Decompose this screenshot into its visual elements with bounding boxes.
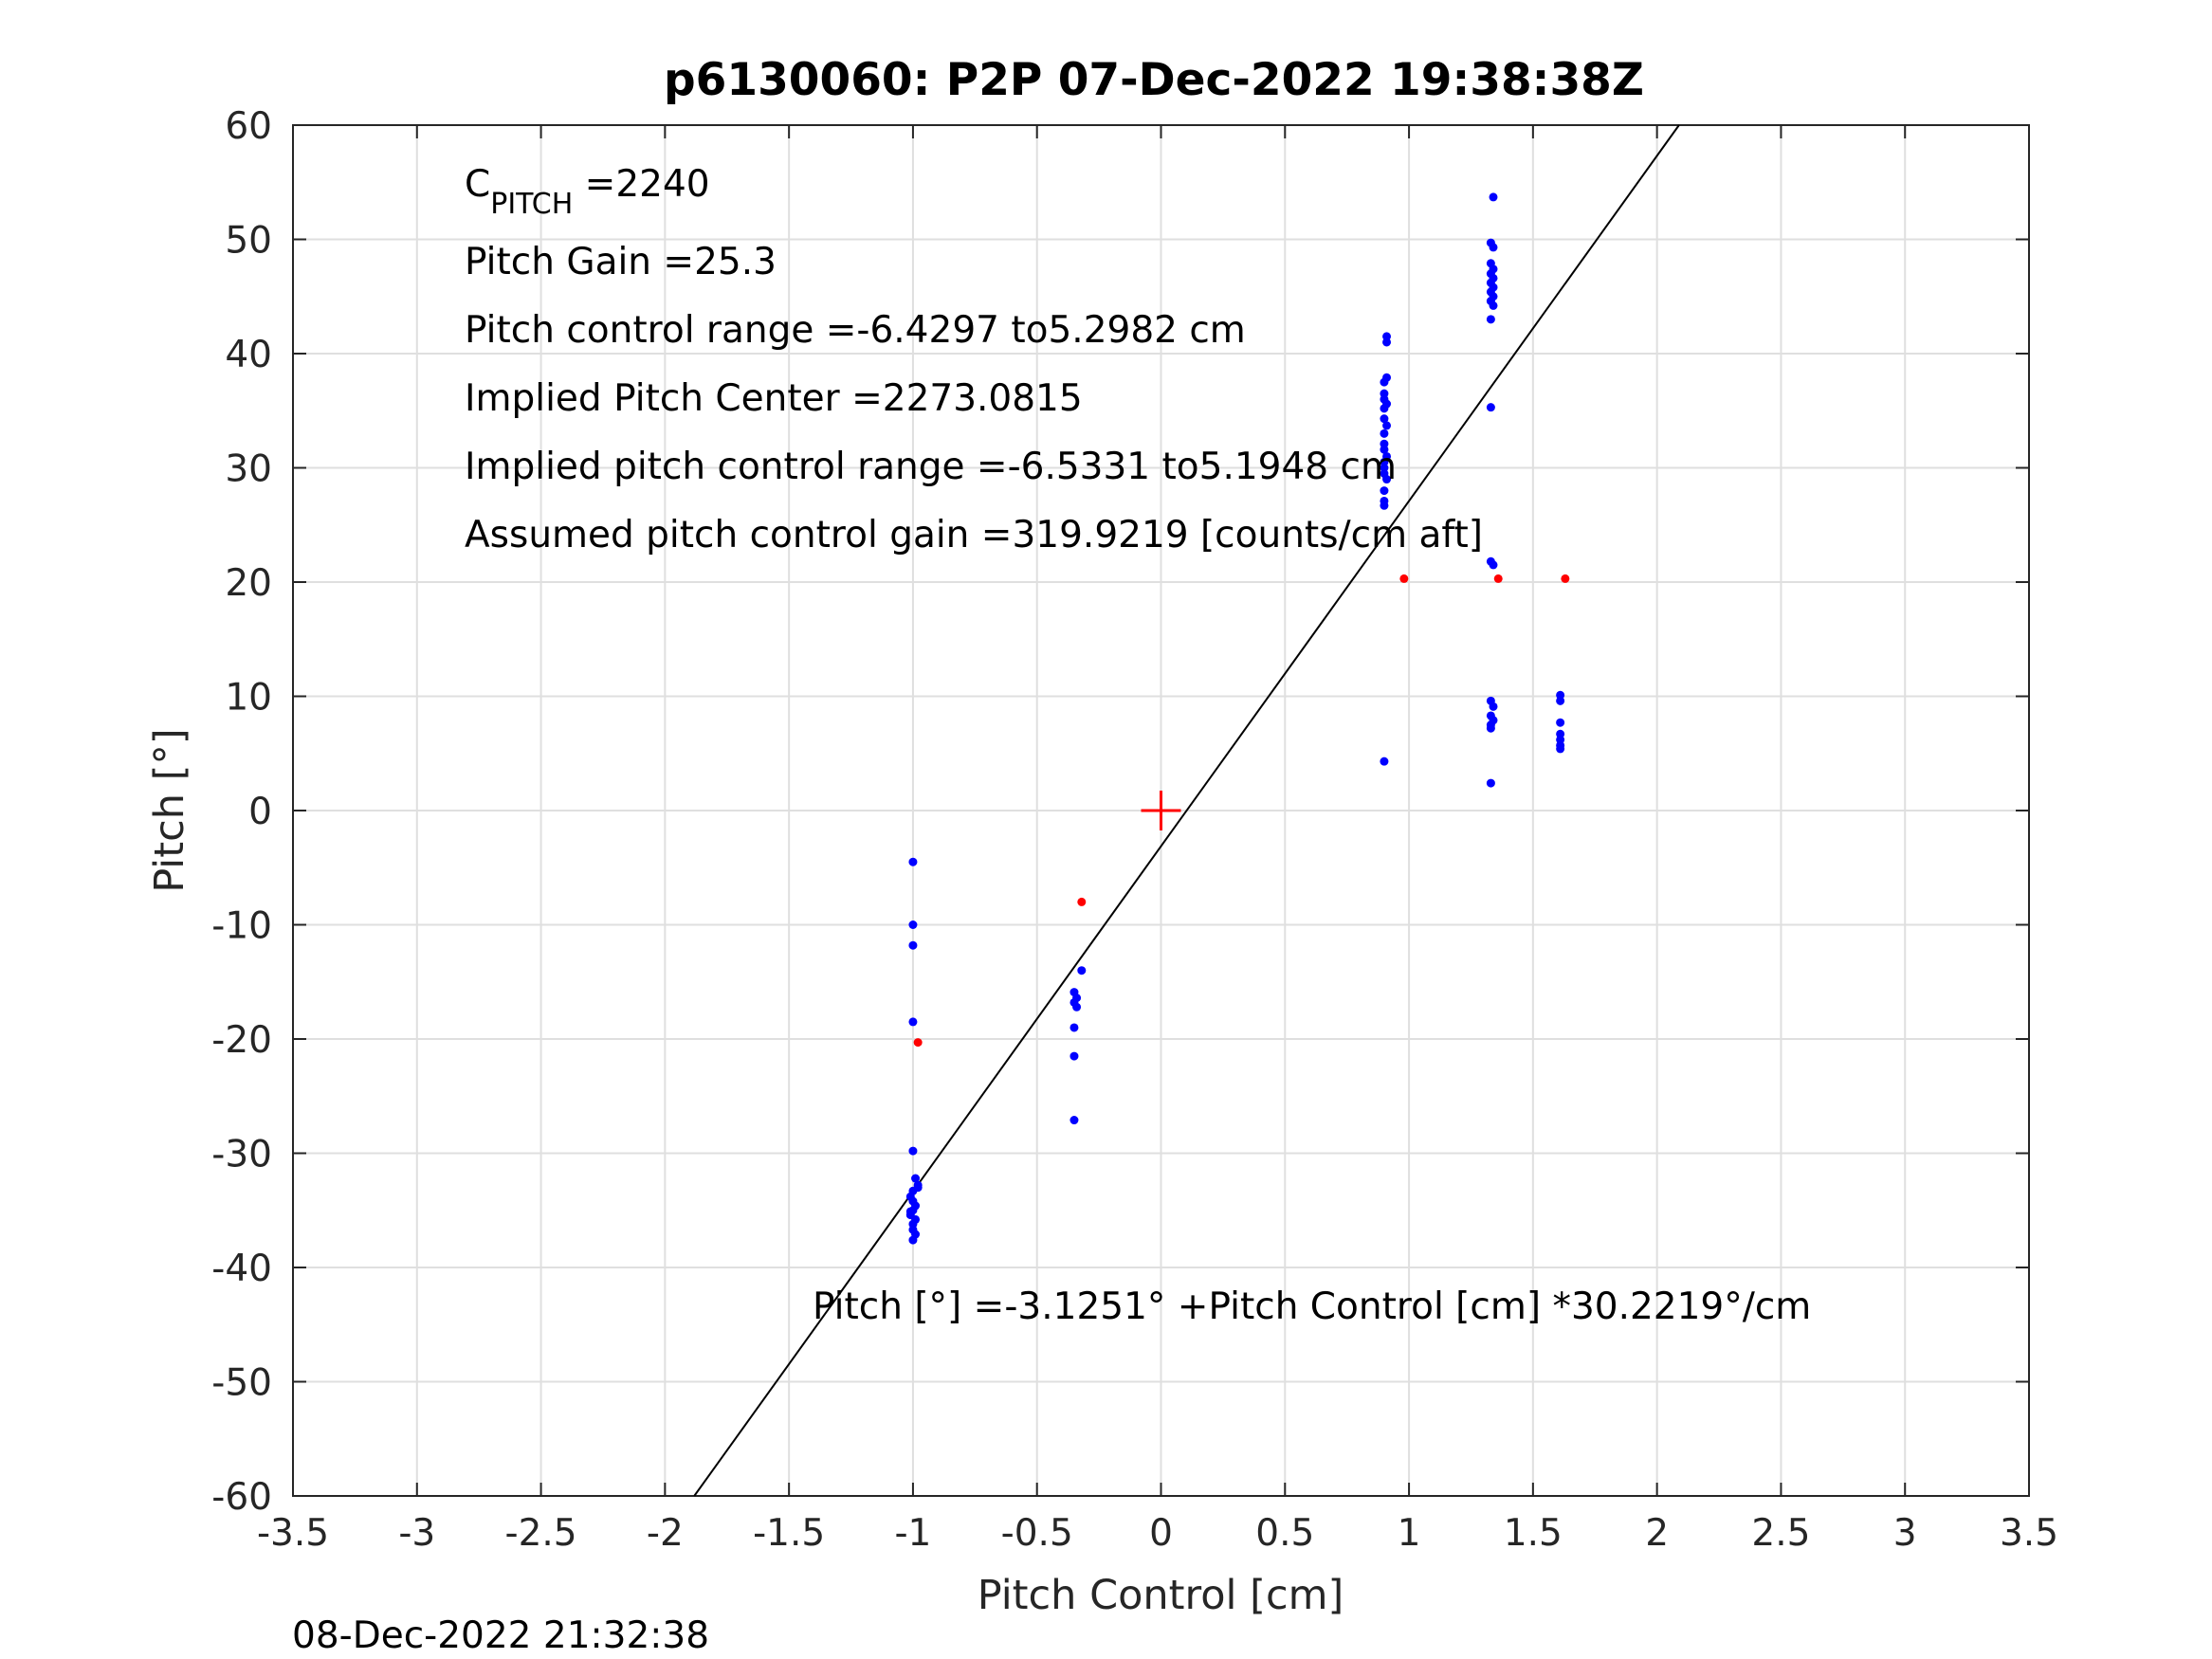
data-point	[1380, 404, 1389, 413]
y-tick-label: 50	[225, 220, 272, 263]
data-point	[908, 1017, 918, 1027]
annotation-line: CPITCH =2240	[465, 163, 710, 221]
x-tick-label: 0	[1149, 1512, 1173, 1555]
y-tick-label: -40	[211, 1248, 272, 1290]
data-point	[911, 1174, 921, 1183]
data-point	[1486, 403, 1495, 412]
annotation-value: =2240	[573, 163, 709, 206]
y-tick-label: 10	[225, 677, 272, 720]
x-tick-label: -2	[647, 1512, 684, 1555]
data-point	[908, 1146, 918, 1156]
data-point	[1077, 897, 1087, 906]
data-point	[908, 921, 918, 929]
data-point	[1493, 574, 1503, 583]
data-point	[1072, 1002, 1082, 1012]
y-tick-label: 40	[225, 334, 272, 376]
annotation-line: Implied pitch control range =-6.5331 to5…	[465, 446, 1397, 488]
y-tick-label: 60	[225, 105, 272, 148]
data-point	[908, 1235, 918, 1245]
data-points	[905, 192, 1570, 1245]
y-tick-label: 0	[248, 791, 272, 833]
data-point	[1556, 718, 1565, 727]
x-tick-label: -3.5	[257, 1512, 329, 1555]
annotation-line: Pitch Gain =25.3	[465, 241, 777, 283]
data-point	[1489, 243, 1498, 252]
x-tick-labels: -3.5 -3 -2.5 -2 -1.5 -1 -0.5 0 0.5 1 1.5 2 2.5 3 3.5	[257, 1512, 2058, 1555]
y-tick-label: -60	[211, 1476, 272, 1519]
x-tick-label: 1	[1398, 1512, 1421, 1555]
x-tick-label: 2	[1645, 1512, 1669, 1555]
x-tick-label: -0.5	[1001, 1512, 1073, 1555]
annotation-line: Implied Pitch Center =2273.0815	[465, 377, 1083, 420]
annotations: CPITCH =2240 Pitch Gain =25.3 Pitch contro…	[465, 163, 1483, 556]
y-tick-label: 20	[225, 562, 272, 605]
data-point	[1556, 696, 1565, 705]
x-tick-label: -2.5	[505, 1512, 577, 1555]
data-point	[1069, 1116, 1079, 1125]
center-marker	[1141, 791, 1181, 830]
data-point	[1561, 574, 1570, 583]
y-tick-label: -50	[211, 1362, 272, 1405]
data-point	[908, 940, 918, 950]
data-point	[1380, 757, 1389, 766]
axis-ticks	[292, 124, 2030, 1497]
timestamp: 08-Dec-2022 21:32:38	[292, 1614, 709, 1657]
data-point	[1399, 574, 1409, 583]
data-point	[913, 1183, 923, 1193]
data-point	[1486, 723, 1495, 733]
annotation-subscript: PITCH	[490, 188, 573, 221]
data-point	[1382, 475, 1392, 484]
data-point	[1077, 966, 1087, 975]
chart-title: p6130060: P2P 07-Dec-2022 19:38:38Z	[664, 54, 1644, 106]
data-point	[1489, 192, 1498, 202]
x-tick-label: 2.5	[1751, 1512, 1810, 1555]
data-point	[1380, 501, 1389, 510]
annotation-line: Pitch control range =-6.4297 to5.2982 cm	[465, 309, 1246, 352]
fit-line	[693, 124, 1680, 1497]
data-point	[908, 857, 918, 866]
data-point	[1382, 337, 1392, 347]
data-point	[1556, 744, 1565, 754]
data-point	[1380, 377, 1389, 387]
data-point	[905, 1207, 915, 1216]
data-point	[1489, 301, 1498, 310]
data-point	[913, 1038, 923, 1048]
data-point	[1380, 486, 1389, 496]
annotation-symbol: C	[465, 163, 490, 206]
data-point	[1382, 421, 1392, 430]
data-point	[1486, 778, 1495, 788]
y-tick-labels: 60 50 40 30 20 10 0 -10 -20 -30 -40 -50 -60	[211, 105, 272, 1519]
y-tick-label: -20	[211, 1019, 272, 1062]
data-point	[1486, 315, 1495, 324]
grid-lines	[292, 124, 2030, 1497]
data-point	[1489, 702, 1498, 711]
y-tick-label: -30	[211, 1134, 272, 1176]
x-tick-label: 0.5	[1255, 1512, 1314, 1555]
data-point	[1380, 428, 1389, 438]
x-tick-label: -1	[894, 1512, 931, 1555]
y-axis-label: Pitch [°]	[146, 728, 193, 892]
y-tick-label: 30	[225, 448, 272, 491]
data-point	[1380, 414, 1389, 424]
data-point	[1489, 560, 1498, 570]
x-tick-label: 3	[1893, 1512, 1917, 1555]
data-point	[1069, 1023, 1079, 1032]
y-tick-label: -10	[211, 905, 272, 948]
x-tick-label: 3.5	[2000, 1512, 2058, 1555]
fit-equation: Pitch [°] =-3.1251° +Pitch Control [cm] …	[813, 1285, 1811, 1328]
x-tick-label: -1.5	[753, 1512, 825, 1555]
data-point	[1380, 445, 1389, 454]
x-tick-label: 1.5	[1504, 1512, 1563, 1555]
x-tick-label: -3	[398, 1512, 435, 1555]
annotation-line: Assumed pitch control gain =319.9219 [co…	[465, 514, 1483, 556]
x-axis-label: Pitch Control [cm]	[978, 1572, 1344, 1619]
data-point	[1069, 1051, 1079, 1061]
